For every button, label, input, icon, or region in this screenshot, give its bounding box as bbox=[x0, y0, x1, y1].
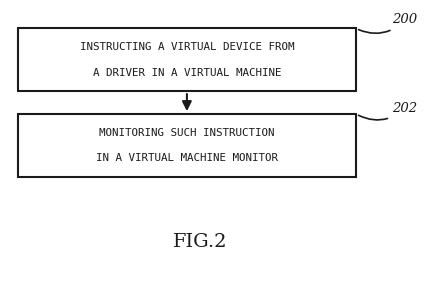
Text: FIG.2: FIG.2 bbox=[173, 233, 227, 251]
Text: A DRIVER IN A VIRTUAL MACHINE: A DRIVER IN A VIRTUAL MACHINE bbox=[93, 68, 281, 78]
Text: 202: 202 bbox=[359, 102, 417, 120]
Bar bbox=[18, 28, 356, 91]
Text: 200: 200 bbox=[359, 13, 417, 33]
Text: IN A VIRTUAL MACHINE MONITOR: IN A VIRTUAL MACHINE MONITOR bbox=[96, 153, 278, 163]
Text: INSTRUCTING A VIRTUAL DEVICE FROM: INSTRUCTING A VIRTUAL DEVICE FROM bbox=[80, 42, 294, 52]
Bar bbox=[18, 114, 356, 177]
Text: MONITORING SUCH INSTRUCTION: MONITORING SUCH INSTRUCTION bbox=[99, 127, 275, 138]
